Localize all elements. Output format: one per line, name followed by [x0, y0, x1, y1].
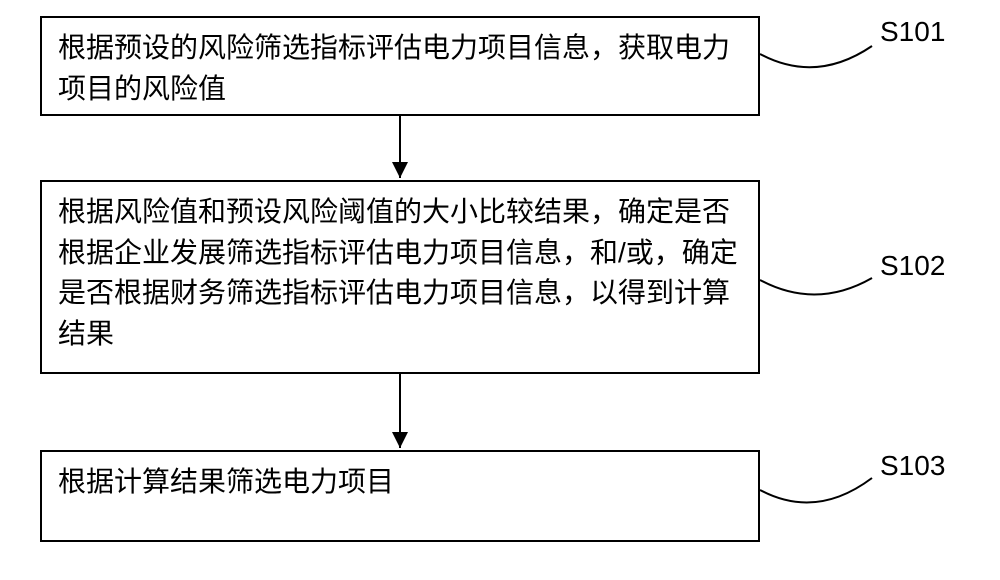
flow-step-text: 根据计算结果筛选电力项目: [58, 462, 742, 503]
flow-step-label-s101: S101: [880, 16, 945, 48]
label-connector: [760, 478, 872, 503]
flow-step-s102: 根据风险值和预设风险阈值的大小比较结果，确定是否根据企业发展筛选指标评估电力项目…: [40, 180, 760, 374]
flow-step-s101: 根据预设的风险筛选指标评估电力项目信息，获取电力项目的风险值: [40, 16, 760, 116]
flow-step-text: 根据风险值和预设风险阈值的大小比较结果，确定是否根据企业发展筛选指标评估电力项目…: [58, 192, 742, 354]
label-connector: [760, 278, 872, 295]
flow-step-s103: 根据计算结果筛选电力项目: [40, 450, 760, 542]
flow-step-label-s102: S102: [880, 250, 945, 282]
flow-step-label-s103: S103: [880, 450, 945, 482]
label-connector: [760, 46, 872, 67]
flowchart-canvas: 根据预设的风险筛选指标评估电力项目信息，获取电力项目的风险值 S101 根据风险值和…: [0, 0, 1000, 580]
flow-step-text: 根据预设的风险筛选指标评估电力项目信息，获取电力项目的风险值: [58, 28, 742, 109]
